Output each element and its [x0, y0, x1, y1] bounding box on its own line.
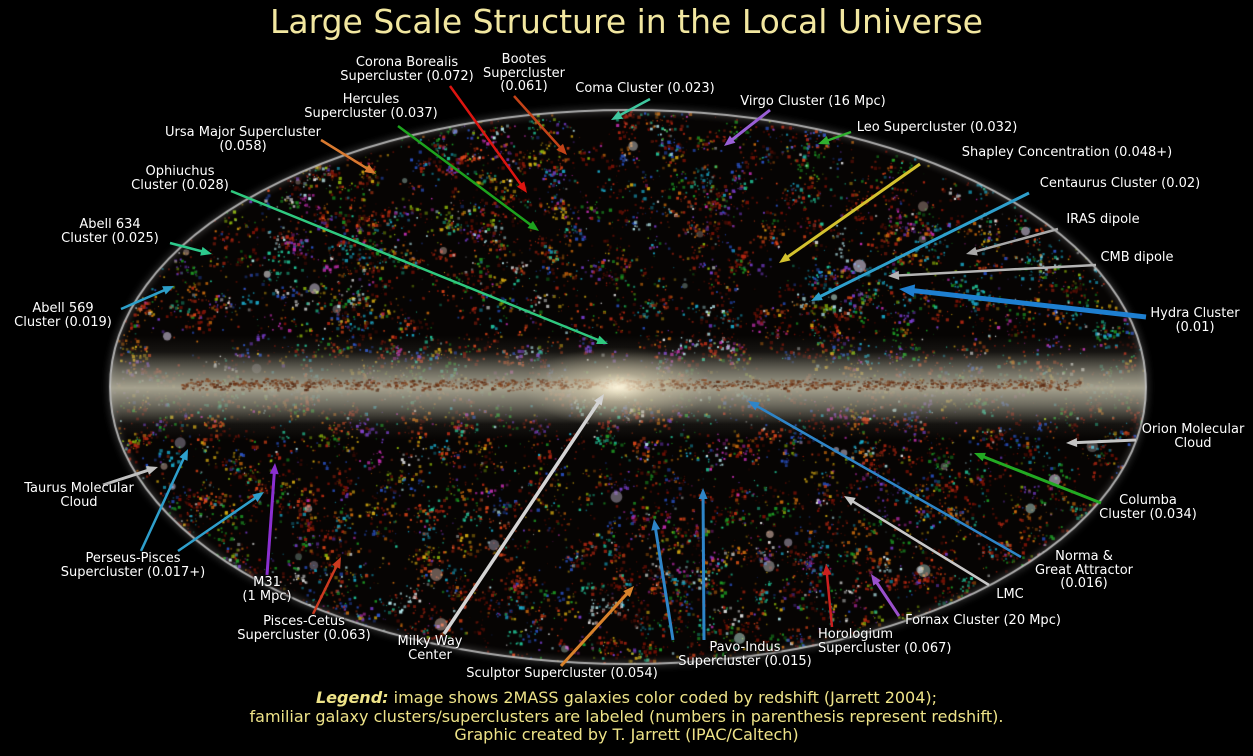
arrow-ophiuchus — [230, 189, 608, 345]
arrow-abell-569 — [120, 286, 174, 311]
arrow-bootes — [513, 95, 567, 155]
arrow-pavo-indus-1 — [651, 519, 675, 641]
legend-line-1-text: image shows 2MASS galaxies color coded b… — [388, 688, 938, 707]
arrow-m31 — [265, 463, 279, 576]
arrow-pisces-cetus — [311, 557, 341, 615]
arrow-coma — [611, 97, 651, 120]
arrow-iras-dipole — [966, 227, 1059, 256]
arrow-hydra — [899, 284, 1147, 320]
arrow-lmc — [844, 496, 990, 587]
arrow-perseus-pisces-2 — [177, 492, 264, 553]
arrow-pavo-indus-2 — [698, 488, 708, 641]
arrow-horologium — [822, 564, 834, 628]
legend-line-1: Legend: image shows 2MASS galaxies color… — [0, 688, 1253, 708]
arrow-centaurus — [811, 191, 1030, 301]
arrow-sculptor — [559, 586, 634, 668]
arrow-perseus-pisces-1 — [139, 449, 188, 552]
arrow-milky-way-center — [442, 394, 604, 635]
arrow-leo — [818, 130, 852, 145]
legend-line-2: familiar galaxy clusters/superclusters a… — [249, 706, 1004, 726]
arrow-fornax — [871, 574, 901, 617]
arrow-virgo — [724, 108, 771, 146]
arrow-taurus-molecular-cloud — [102, 466, 158, 487]
legend-keyword: Legend: — [315, 688, 389, 707]
arrow-orion-molecular-cloud — [1066, 438, 1137, 448]
arrow-cmb-dipole — [888, 263, 1097, 280]
arrow-abell-634 — [169, 241, 212, 256]
arrow-shapley — [779, 162, 921, 263]
arrow-ursa-major — [320, 138, 376, 174]
arrow-columba — [974, 452, 1102, 505]
arrow-corona-borealis — [448, 85, 527, 193]
legend: Legend: image shows 2MASS galaxies color… — [0, 688, 1253, 745]
legend-line-3: Graphic created by T. Jarrett (IPAC/Calt… — [454, 725, 799, 744]
arrow-norma-great-attractor — [748, 401, 1022, 559]
arrow-hercules — [397, 124, 539, 231]
